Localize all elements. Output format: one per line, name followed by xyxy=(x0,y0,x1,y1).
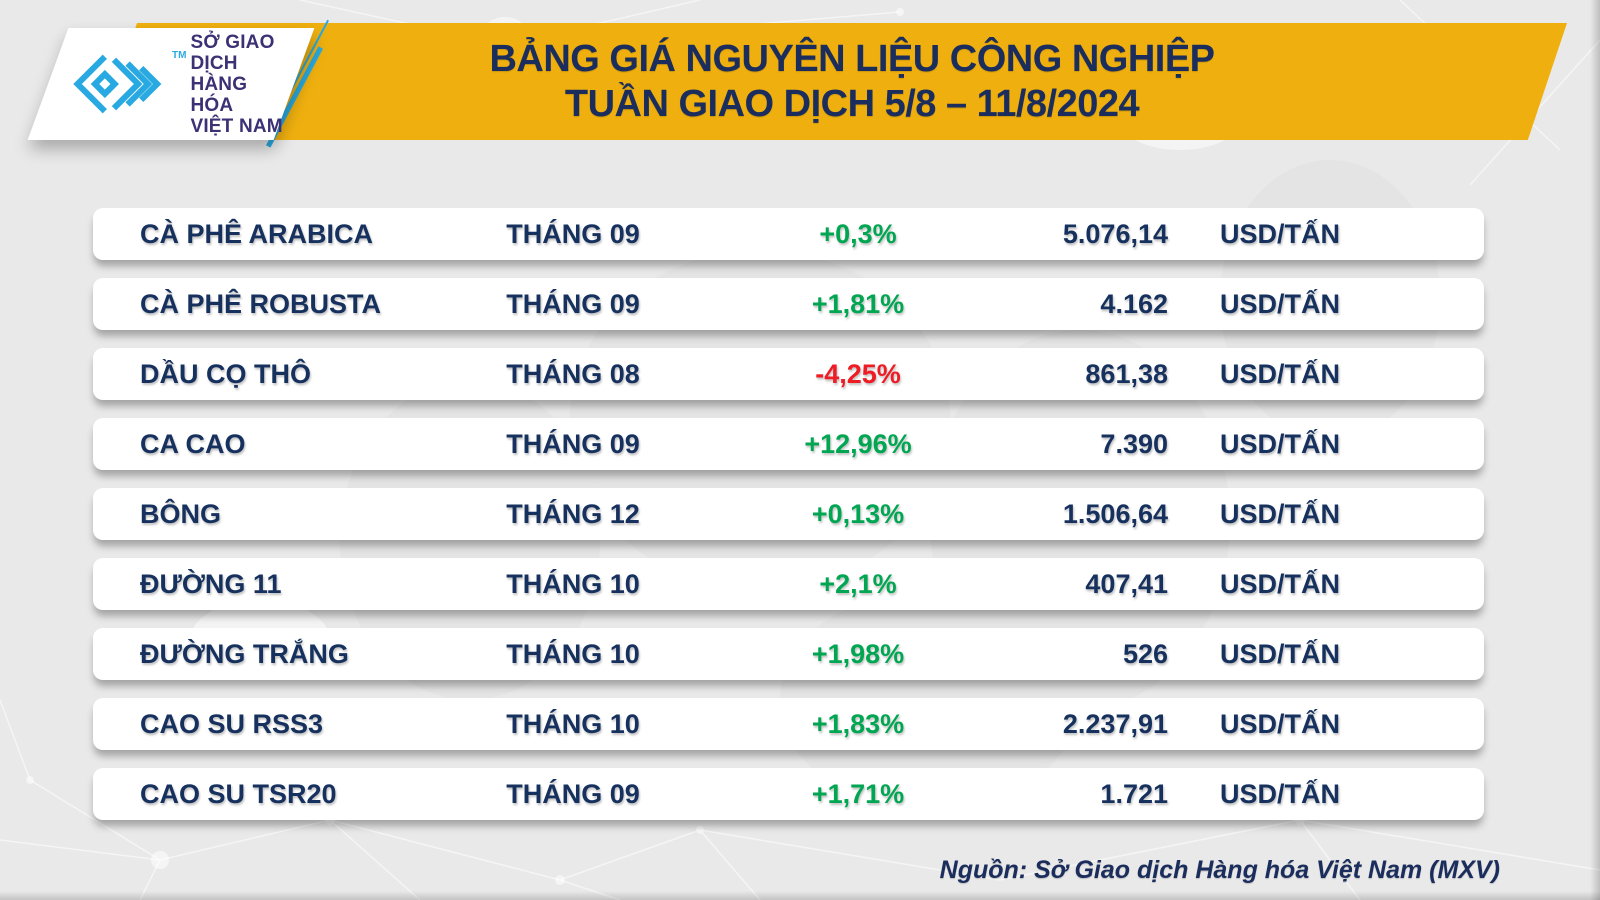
commodity-name: CA CAO xyxy=(140,429,246,459)
change-percent: +12,96% xyxy=(804,429,912,459)
commodity-name: ĐƯỜNG 11 xyxy=(140,569,282,599)
price-value: 1.721 xyxy=(1100,779,1168,809)
price-value: 407,41 xyxy=(1085,569,1168,599)
logo-text-line1: SỞ GIAO DỊCH xyxy=(190,31,275,74)
commodity-name: CAO SU TSR20 xyxy=(140,779,337,809)
price-unit: USD/TẤN xyxy=(1220,359,1340,389)
price-unit: USD/TẤN xyxy=(1220,569,1340,599)
change-percent: +0,13% xyxy=(811,499,905,529)
price-value: 7.390 xyxy=(1100,429,1168,459)
contract-month: THÁNG 09 xyxy=(506,219,640,249)
price-value: 526 xyxy=(1122,639,1168,669)
change-percent: +0,3% xyxy=(819,219,897,249)
contract-month: THÁNG 09 xyxy=(506,429,640,459)
page-title: BẢNG GIÁ NGUYÊN LIỆU CÔNG NGHIỆP TUẦN GI… xyxy=(137,23,1567,140)
price-unit: USD/TẤN xyxy=(1220,289,1340,319)
change-percent: +1,83% xyxy=(811,709,905,739)
contract-month: THÁNG 08 xyxy=(506,359,640,389)
change-percent: +2,1% xyxy=(819,569,897,599)
contract-month: THÁNG 10 xyxy=(506,639,640,669)
mxv-chevron-diamond-icon xyxy=(73,54,162,114)
commodity-name: CAO SU RSS3 xyxy=(140,709,324,739)
price-unit: USD/TẤN xyxy=(1220,709,1340,739)
price-unit: USD/TẤN xyxy=(1220,639,1340,669)
commodity-row: CÀ PHÊ ARABICA THÁNG 09 +0,3% 5.076,14 U… xyxy=(93,208,1484,260)
price-unit: USD/TẤN xyxy=(1220,779,1340,809)
commodity-name: CÀ PHÊ ARABICA xyxy=(140,219,374,249)
price-value: 1.506,64 xyxy=(1062,499,1168,529)
commodity-name: BÔNG xyxy=(140,499,221,529)
page-edge-shadow-right xyxy=(1590,0,1600,900)
commodity-row: ĐƯỜNG 11 THÁNG 10 +2,1% 407,41 USD/TẤN xyxy=(93,558,1484,610)
price-value: 5.076,14 xyxy=(1062,219,1168,249)
source-credit: Nguồn: Sở Giao dịch Hàng hóa Việt Nam (M… xyxy=(939,856,1500,884)
logo-text-line2: HÀNG HÓA xyxy=(190,73,248,116)
logo-text: SỞ GIAO DỊCH HÀNG HÓA VIỆT NAM xyxy=(190,32,294,137)
trademark-symbol: TM xyxy=(172,50,187,61)
page-edge-shadow-bottom xyxy=(0,891,1600,900)
commodity-name: DẦU CỌ THÔ xyxy=(140,359,311,389)
price-unit: USD/TẤN xyxy=(1220,499,1340,529)
commodity-row: CAO SU TSR20 THÁNG 09 +1,71% 1.721 USD/T… xyxy=(93,768,1484,820)
change-percent: -4,25% xyxy=(815,359,901,389)
commodity-row: DẦU CỌ THÔ THÁNG 08 -4,25% 861,38 USD/TẤ… xyxy=(93,348,1484,400)
commodity-row: ĐƯỜNG TRẮNG THÁNG 10 +1,98% 526 USD/TẤN xyxy=(93,628,1484,680)
price-value: 2.237,91 xyxy=(1062,709,1168,739)
price-unit: USD/TẤN xyxy=(1220,219,1340,249)
commodity-row: CAO SU RSS3 THÁNG 10 +1,83% 2.237,91 USD… xyxy=(93,698,1484,750)
price-unit: USD/TẤN xyxy=(1220,429,1340,459)
title-line-1: BẢNG GIÁ NGUYÊN LIỆU CÔNG NGHIỆP xyxy=(489,37,1215,80)
mxv-logo: TM SỞ GIAO DỊCH HÀNG HÓA VIỆT NAM xyxy=(27,28,315,140)
contract-month: THÁNG 12 xyxy=(506,499,640,529)
commodity-row: CÀ PHÊ ROBUSTA THÁNG 09 +1,81% 4.162 USD… xyxy=(93,278,1484,330)
contract-month: THÁNG 10 xyxy=(506,569,640,599)
commodity-name: CÀ PHÊ ROBUSTA xyxy=(140,289,382,319)
logo-text-line3: VIỆT NAM xyxy=(190,115,283,137)
commodity-row: BÔNG THÁNG 12 +0,13% 1.506,64 USD/TẤN xyxy=(93,488,1484,540)
contract-month: THÁNG 09 xyxy=(506,779,640,809)
change-percent: +1,81% xyxy=(811,289,905,319)
price-value: 861,38 xyxy=(1085,359,1168,389)
contract-month: THÁNG 10 xyxy=(506,709,640,739)
commodity-row: CA CAO THÁNG 09 +12,96% 7.390 USD/TẤN xyxy=(93,418,1484,470)
title-line-2: TUẦN GIAO DỊCH 5/8 – 11/8/2024 xyxy=(564,82,1140,125)
change-percent: +1,71% xyxy=(811,779,905,809)
commodity-name: ĐƯỜNG TRẮNG xyxy=(140,639,349,669)
contract-month: THÁNG 09 xyxy=(506,289,640,319)
change-percent: +1,98% xyxy=(811,639,905,669)
price-value: 4.162 xyxy=(1100,289,1168,319)
